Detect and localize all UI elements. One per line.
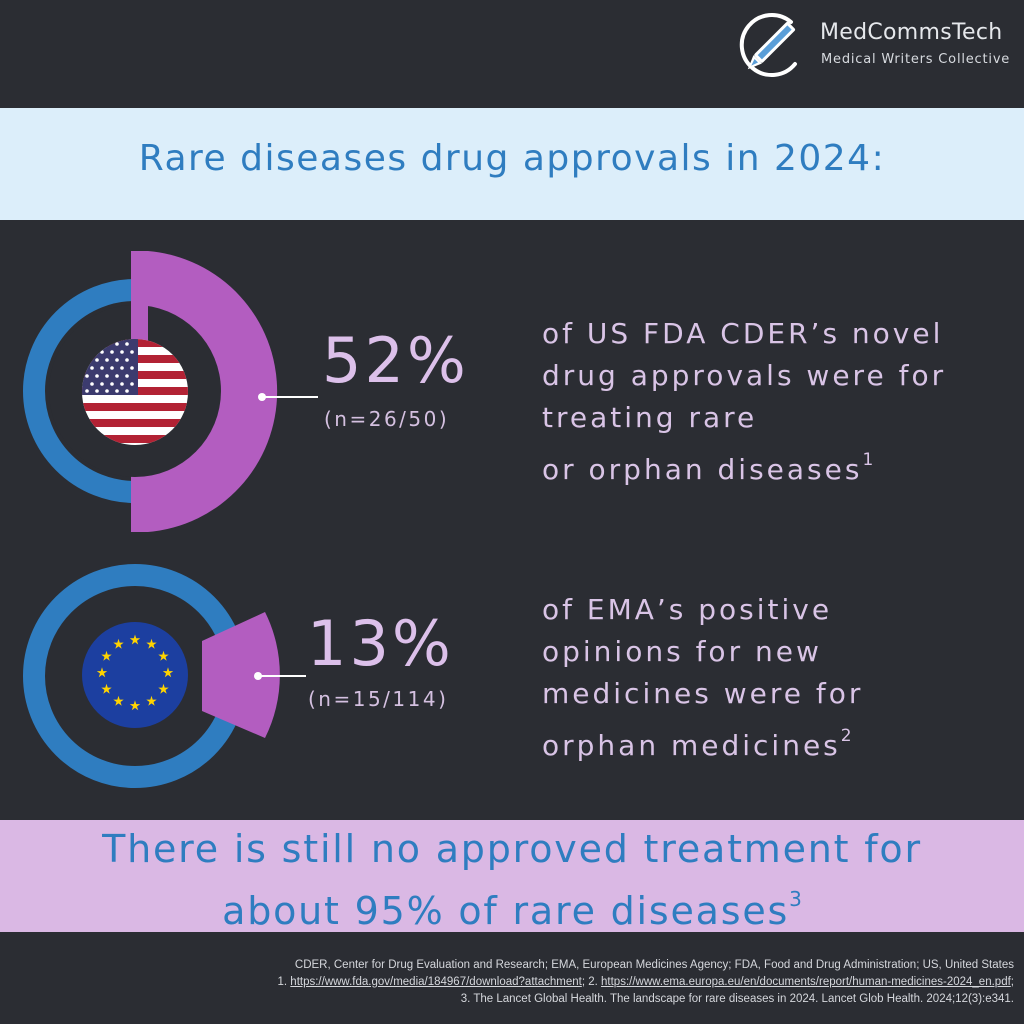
us-flag-icon (82, 339, 188, 445)
eu-percent-wedge (202, 612, 280, 738)
ref2-link[interactable]: https://www.ema.europa.eu/en/documents/r… (601, 976, 1011, 988)
bottom-message: There is still no approved treatment for… (102, 827, 922, 933)
us-percent: 52% (322, 324, 469, 397)
eu-flag-icon (82, 622, 188, 728)
footer-ref-line: 1. https://www.fda.gov/media/184967/down… (277, 976, 1015, 988)
us-stat-graphic (23, 251, 318, 532)
eu-count: (n=15/114) (308, 687, 449, 711)
brand-tagline: Medical Writers Collective (821, 52, 1011, 67)
eu-percent: 13% (307, 607, 454, 680)
us-ref: 1 (862, 450, 874, 470)
bottom-ref: 3 (789, 887, 802, 911)
eu-stat-graphic (23, 564, 306, 788)
footer-abbreviations: CDER, Center for Drug Evaluation and Res… (294, 959, 1014, 971)
us-count: (n=26/50) (324, 407, 450, 431)
page-title: Rare diseases drug approvals in 2024: (138, 138, 886, 179)
us-leader-dot (258, 393, 266, 401)
bottom-band (0, 820, 1024, 932)
title-band (0, 108, 1024, 220)
eu-ref: 2 (840, 726, 852, 746)
eu-description: of EMA’s positive opinions for new medic… (542, 593, 864, 762)
footer-ref3: 3. The Lancet Global Health. The landsca… (460, 993, 1014, 1005)
brand-name: MedCommsTech (820, 20, 1003, 45)
us-description: of US FDA CDER’s novel drug approvals we… (542, 317, 947, 486)
footer-references: CDER, Center for Drug Evaluation and Res… (14, 957, 1015, 1008)
pen-icon (739, 13, 797, 78)
ref1-link[interactable]: https://www.fda.gov/media/184967/downloa… (290, 976, 582, 988)
eu-leader-dot (254, 672, 262, 680)
